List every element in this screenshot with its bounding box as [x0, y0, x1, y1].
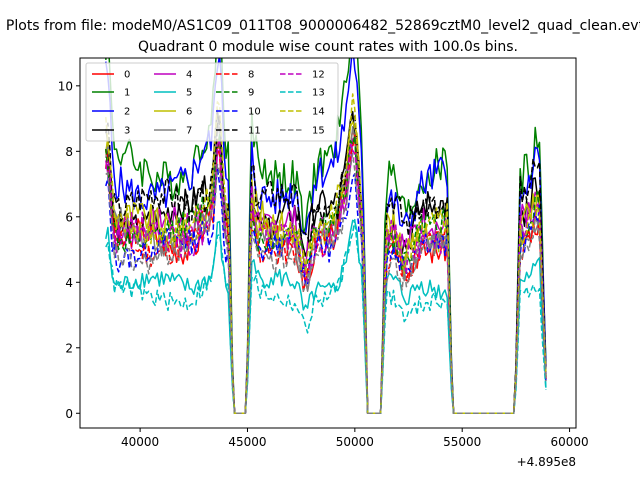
legend-label-5: 5 [186, 88, 192, 99]
y-tick-label-10: 10 [58, 79, 73, 93]
legend-label-15: 15 [312, 126, 325, 137]
legend-label-3: 3 [124, 126, 130, 137]
legend-label-7: 7 [186, 126, 192, 137]
legend-label-6: 6 [186, 107, 192, 118]
x-tick-label-45000: 45000 [228, 435, 266, 449]
legend-label-10: 10 [248, 107, 261, 118]
legend-label-11: 11 [248, 126, 261, 137]
x-axis: 40000 45000 50000 55000 60000 [121, 428, 589, 449]
x-tick-label-60000: 60000 [550, 435, 588, 449]
legend-label-1: 1 [124, 88, 130, 99]
legend-label-13: 13 [312, 88, 325, 99]
y-tick-label-2: 2 [65, 341, 73, 355]
series-line-15 [105, 152, 547, 415]
series-line-11 [105, 114, 547, 415]
plot-frame [79, 57, 577, 429]
legend-label-4: 4 [186, 70, 192, 81]
chart-title: Quadrant 0 module wise count rates with … [138, 39, 518, 55]
legend-label-0: 0 [124, 70, 130, 81]
y-tick-label-4: 4 [65, 276, 73, 290]
y-tick-label-0: 0 [65, 407, 73, 421]
legend-label-2: 2 [124, 107, 130, 118]
y-axis: 0 2 4 6 8 10 [58, 79, 80, 421]
legend-label-12: 12 [312, 70, 325, 81]
x-tick-label-55000: 55000 [443, 435, 481, 449]
series-group [105, 58, 547, 415]
legend-label-9: 9 [248, 88, 254, 99]
y-tick-label-6: 6 [65, 210, 73, 224]
x-offset-label: +4.895e8 [517, 455, 576, 469]
series-line-10 [105, 166, 547, 415]
x-tick-label-40000: 40000 [121, 435, 159, 449]
legend-label-8: 8 [248, 70, 254, 81]
legend-label-14: 14 [312, 107, 325, 118]
x-tick-label-50000: 50000 [336, 435, 374, 449]
suptitle: Plots from file: modeM0/AS1C09_011T08_90… [6, 18, 640, 34]
legend-box [85, 62, 339, 142]
y-tick-label-8: 8 [65, 145, 73, 159]
series-line-14 [105, 93, 547, 415]
